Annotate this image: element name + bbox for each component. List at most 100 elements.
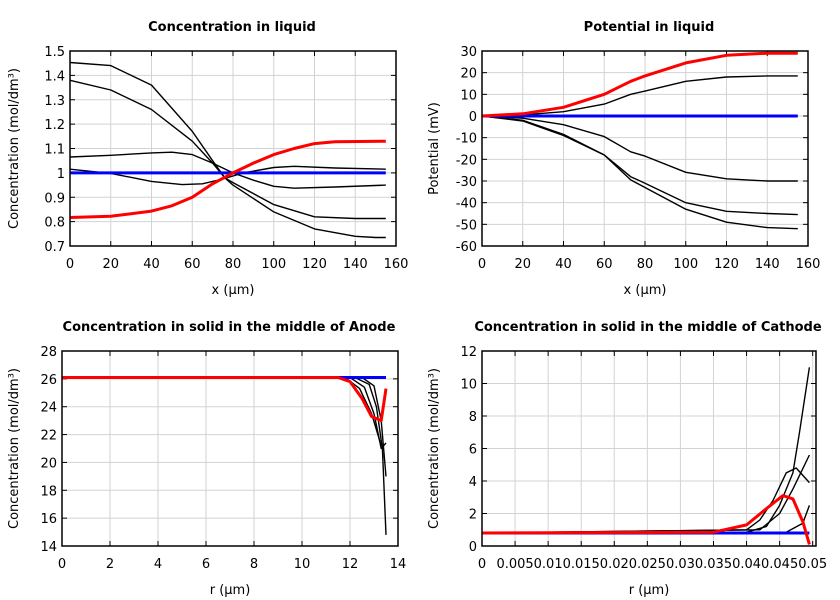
y-tick-label: -40: [456, 197, 477, 212]
series-line-black: [69, 151, 386, 189]
x-tick-label: 0.025: [629, 557, 666, 572]
x-tick-label: 2: [106, 557, 114, 572]
x-axis-label: x (µm): [212, 283, 255, 298]
plot-area: [62, 351, 398, 546]
x-tick-label: 40: [555, 257, 572, 272]
x-tick-label: 0.005: [496, 557, 533, 572]
y-tick-label: 24: [40, 401, 57, 416]
y-tick-label: 0: [469, 540, 477, 555]
x-tick-label: 140: [343, 257, 368, 272]
y-axis-label: Concentration (mol/dm³): [427, 368, 442, 529]
series-line-black: [481, 75, 798, 117]
chart-1: 0 20 40 60 80 100 120 140 160 -60 -50 -40 -30 -20 -10 0…: [427, 20, 820, 298]
y-tick-label: 6: [469, 443, 477, 458]
plot-frame: [481, 50, 809, 247]
y-tick-label: 1.5: [44, 45, 65, 60]
y-tick-label: 20: [460, 67, 477, 82]
x-axis-label: r (µm): [210, 583, 251, 598]
x-tick-label: 0.015: [563, 557, 600, 572]
series-line-red: [69, 139, 386, 219]
y-tick-label: 1.1: [44, 143, 65, 158]
y-tick-label: -50: [456, 218, 477, 233]
y-tick-label: -60: [456, 240, 477, 255]
x-tick-label: 100: [673, 257, 698, 272]
y-tick-label: 1: [57, 167, 65, 182]
x-tick-label: 80: [637, 257, 654, 272]
x-tick-label: 140: [755, 257, 780, 272]
x-tick-label: 0: [478, 557, 486, 572]
y-tick-label: 16: [40, 512, 57, 527]
y-axis-label: Potential (mV): [427, 102, 442, 195]
x-tick-label: 120: [714, 257, 739, 272]
series-line-black: [481, 115, 798, 216]
x-tick-label: 0: [478, 257, 486, 272]
y-tick-label: 0: [469, 110, 477, 125]
x-tick-label: 0.04: [732, 557, 761, 572]
chart-0: 0 20 40 60 80 100 120 140 160 0.7 0.8 0.9 1 1.1 1.2 1.3…: [7, 20, 408, 298]
x-tick-label: 6: [202, 557, 210, 572]
x-tick-label: 20: [514, 257, 531, 272]
x-tick-label: 0: [66, 257, 74, 272]
y-tick-label: 0.9: [44, 191, 65, 206]
x-tick-label: 100: [261, 257, 286, 272]
chart-title: Concentration in solid in the middle of …: [474, 320, 822, 335]
y-tick-label: 18: [40, 484, 57, 499]
x-tick-label: 60: [596, 257, 613, 272]
y-axis-label: Concentration (mol/dm³): [7, 68, 22, 229]
y-tick-label: -20: [456, 153, 477, 168]
x-tick-label: 12: [342, 557, 359, 572]
y-axis-label: Concentration (mol/dm³): [7, 368, 22, 529]
y-tick-label: 14: [40, 540, 57, 555]
x-tick-label: 160: [796, 257, 821, 272]
y-tick-label: 1.2: [44, 118, 65, 133]
y-tick-label: 1.3: [44, 94, 65, 109]
chart-3: 0 0.005 0.01 0.015 0.02 0.025 0.03 0.035 0.04 0.0…: [427, 320, 827, 598]
series-line-red: [481, 494, 811, 545]
y-tick-label: -10: [456, 132, 477, 147]
x-tick-label: 40: [143, 257, 160, 272]
y-tick-label: 1.4: [44, 69, 65, 84]
x-tick-label: 120: [302, 257, 327, 272]
x-tick-label: 8: [250, 557, 258, 572]
x-tick-label: 0.05: [798, 557, 827, 572]
x-tick-label: 0.035: [695, 557, 732, 572]
chart-2: 0 2 4 6 8 10 12 141416182022242628Concentration…: [7, 320, 406, 598]
x-tick-label: 20: [102, 257, 119, 272]
series-line-black: [481, 115, 798, 182]
plot-frame: [481, 350, 817, 547]
x-tick-label: 0.02: [600, 557, 629, 572]
y-tick-label: 4: [469, 475, 477, 490]
chart-title: Concentration in solid in the middle of …: [63, 320, 396, 335]
x-tick-label: 0.045: [761, 557, 798, 572]
x-axis-label: r (µm): [629, 583, 670, 598]
x-tick-label: 10: [294, 557, 311, 572]
x-axis-label: x (µm): [624, 283, 667, 298]
y-tick-label: 28: [40, 345, 57, 360]
x-tick-label: 0.01: [534, 557, 563, 572]
y-tick-label: 10: [460, 88, 477, 103]
x-tick-label: 14: [390, 557, 407, 572]
x-tick-label: 60: [184, 257, 201, 272]
chart-title: Concentration in liquid: [148, 20, 316, 35]
y-tick-label: -30: [456, 175, 477, 190]
plot-frame: [61, 350, 399, 547]
y-tick-label: 10: [460, 378, 477, 393]
series-line-red: [62, 376, 388, 423]
y-tick-label: 22: [40, 429, 57, 444]
plot-frame: [69, 50, 397, 247]
x-tick-label: 4: [154, 557, 162, 572]
y-tick-label: 30: [460, 45, 477, 60]
y-tick-label: 8: [469, 410, 477, 425]
x-tick-label: 80: [225, 257, 242, 272]
y-tick-label: 12: [460, 345, 477, 360]
y-tick-label: 2: [469, 508, 477, 523]
y-tick-label: 26: [40, 373, 57, 388]
y-tick-label: 0.7: [44, 240, 65, 255]
series-line-black: [69, 61, 386, 239]
y-tick-label: 20: [40, 456, 57, 471]
chart-title: Potential in liquid: [584, 20, 715, 35]
x-tick-label: 0.03: [666, 557, 695, 572]
y-tick-label: 0.8: [44, 216, 65, 231]
series-line-black: [481, 115, 798, 230]
